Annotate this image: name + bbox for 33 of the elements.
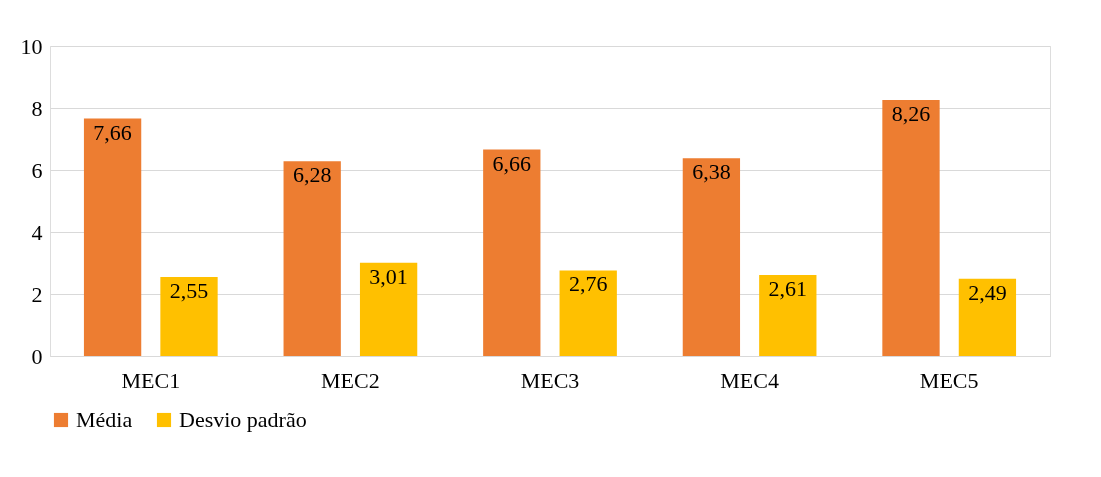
bar: [559, 270, 617, 356]
bar: [882, 99, 940, 356]
bar: [759, 275, 817, 356]
y-tick-label: 0: [31, 343, 43, 369]
x-tick-label: MEC2: [321, 367, 380, 393]
legend-label: Média: [76, 407, 133, 432]
bar: [160, 276, 218, 356]
bar: [83, 118, 142, 356]
y-tick-label: 4: [31, 219, 43, 245]
data-label: 6,66: [492, 150, 532, 176]
data-label: 2,61: [768, 276, 808, 302]
data-label: 7,66: [93, 119, 132, 145]
data-label: 6,38: [692, 159, 731, 185]
legend-label: Desvio padrão: [179, 407, 307, 432]
x-tick-label: MEC1: [121, 367, 181, 393]
data-label: 8,26: [891, 100, 931, 126]
data-label: 2,76: [568, 271, 608, 297]
bar: [283, 161, 341, 356]
y-tick-label: 6: [31, 157, 43, 183]
data-label: 3,01: [369, 263, 408, 289]
y-tick-label: 8: [31, 95, 43, 121]
data-label: 6,28: [292, 162, 332, 188]
bar: [958, 278, 1017, 356]
x-tick-label: MEC3: [520, 367, 580, 393]
bar: [483, 149, 541, 356]
bar: [359, 262, 418, 356]
bar: [682, 158, 741, 356]
x-tick-label: MEC4: [720, 367, 779, 393]
data-label: 2,55: [169, 277, 209, 303]
x-tick-label: MEC5: [919, 367, 979, 393]
y-tick-label: 10: [20, 33, 43, 59]
y-tick-label: 2: [31, 281, 43, 307]
data-label: 2,49: [968, 279, 1007, 305]
